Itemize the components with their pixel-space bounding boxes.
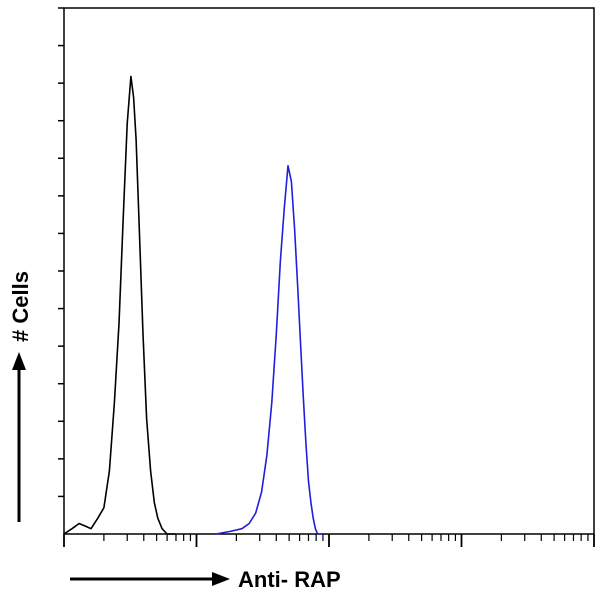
x-axis-label-group: Anti- RAP bbox=[70, 567, 341, 592]
x-axis-ticks bbox=[63, 534, 595, 547]
x-axis-label: Anti- RAP bbox=[238, 567, 341, 592]
y-axis-ticks bbox=[58, 7, 64, 498]
y-axis-arrowhead-icon bbox=[12, 352, 26, 370]
x-axis-arrowhead-icon bbox=[212, 572, 230, 586]
plot-frame bbox=[63, 7, 595, 535]
y-axis-label-group: # Cells bbox=[8, 271, 33, 522]
series-layer bbox=[63, 75, 323, 535]
sample-histogram-line bbox=[215, 165, 323, 535]
control-histogram-line bbox=[63, 75, 176, 535]
y-axis-label: # Cells bbox=[8, 271, 33, 342]
